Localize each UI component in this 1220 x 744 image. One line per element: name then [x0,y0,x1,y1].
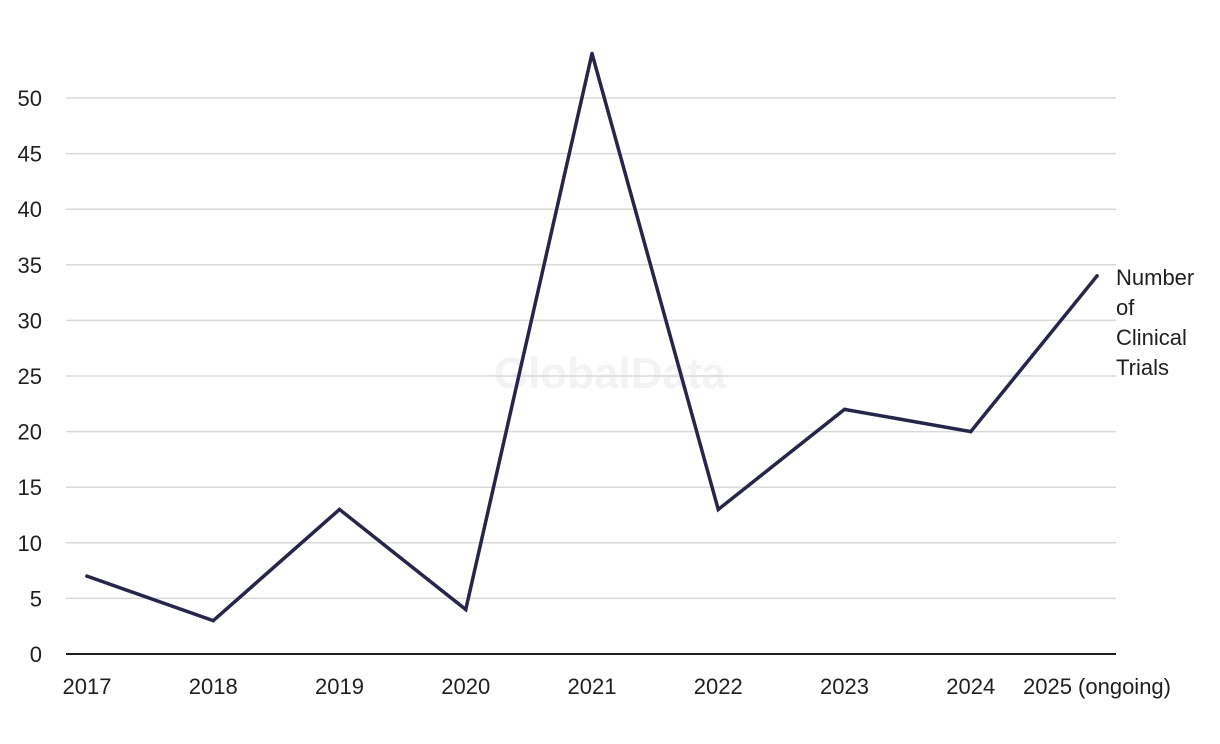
watermark: GlobalData [494,349,727,398]
series-label: Number [1116,265,1194,290]
y-tick-label: 35 [18,253,42,278]
y-tick-label: 25 [18,364,42,389]
data-point [842,407,847,412]
data-point [337,507,342,512]
x-tick-label: 2021 [568,674,617,699]
series-line [85,53,1099,623]
x-tick-label: 2020 [441,674,490,699]
data-point [1095,274,1099,278]
x-tick-label: 2022 [694,674,743,699]
label-layer: 0 5 10 15 20 25 30 35 40 45 50 2017 2018 2019 2020 2021… [18,86,1195,699]
x-tick-label: 2024 [946,674,995,699]
series-label: Trials [1116,355,1169,380]
y-tick-label: 15 [18,475,42,500]
data-point [85,574,89,578]
y-tick-label: 0 [30,642,42,667]
y-tick-label: 5 [30,586,42,611]
series-layer [85,51,1099,623]
series-label: Clinical [1116,325,1187,350]
x-tick-label: 2018 [189,674,238,699]
y-tick-label: 30 [18,308,42,333]
y-tick-label: 20 [18,420,42,445]
y-tick-label: 10 [18,531,42,556]
data-point [590,51,594,56]
y-tick-label: 45 [18,142,42,167]
grid-layer [66,97,1116,600]
data-point [969,429,973,434]
x-tick-label: 2019 [315,674,364,699]
x-tick-label: 2025 (ongoing) [1023,674,1171,699]
y-tick-label: 50 [18,86,42,111]
watermark-layer: GlobalData [494,349,727,398]
x-tick-label: 2017 [63,674,112,699]
x-tick-label: 2023 [820,674,869,699]
y-tick-label: 40 [18,197,42,222]
data-point [464,607,468,612]
data-point [716,507,720,512]
series-label: of [1116,295,1135,320]
data-point [211,618,215,623]
